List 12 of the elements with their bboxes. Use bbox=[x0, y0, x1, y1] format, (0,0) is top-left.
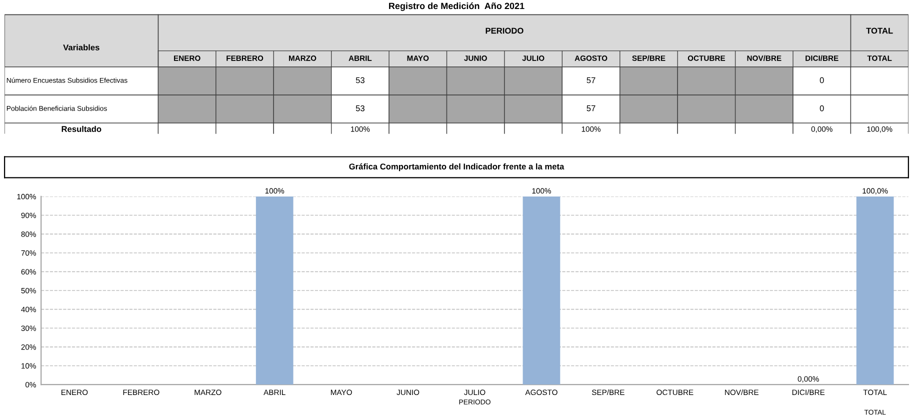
text: 57 bbox=[586, 77, 596, 84]
text: 0 bbox=[820, 105, 824, 112]
text: 57 bbox=[586, 105, 596, 112]
text: 53 bbox=[356, 77, 364, 84]
text: Variables bbox=[63, 44, 100, 50]
category-label: Resultado bbox=[62, 126, 102, 132]
text: PERIODO bbox=[486, 28, 524, 34]
text: 0 bbox=[820, 77, 824, 84]
text: 53 bbox=[356, 105, 364, 112]
chart-title: Gráfica Comportamiento del Indicador frente a la meta bbox=[349, 163, 564, 172]
text: TOTAL bbox=[866, 28, 893, 34]
text: Registro de Medición Año 2021 bbox=[389, 2, 524, 11]
